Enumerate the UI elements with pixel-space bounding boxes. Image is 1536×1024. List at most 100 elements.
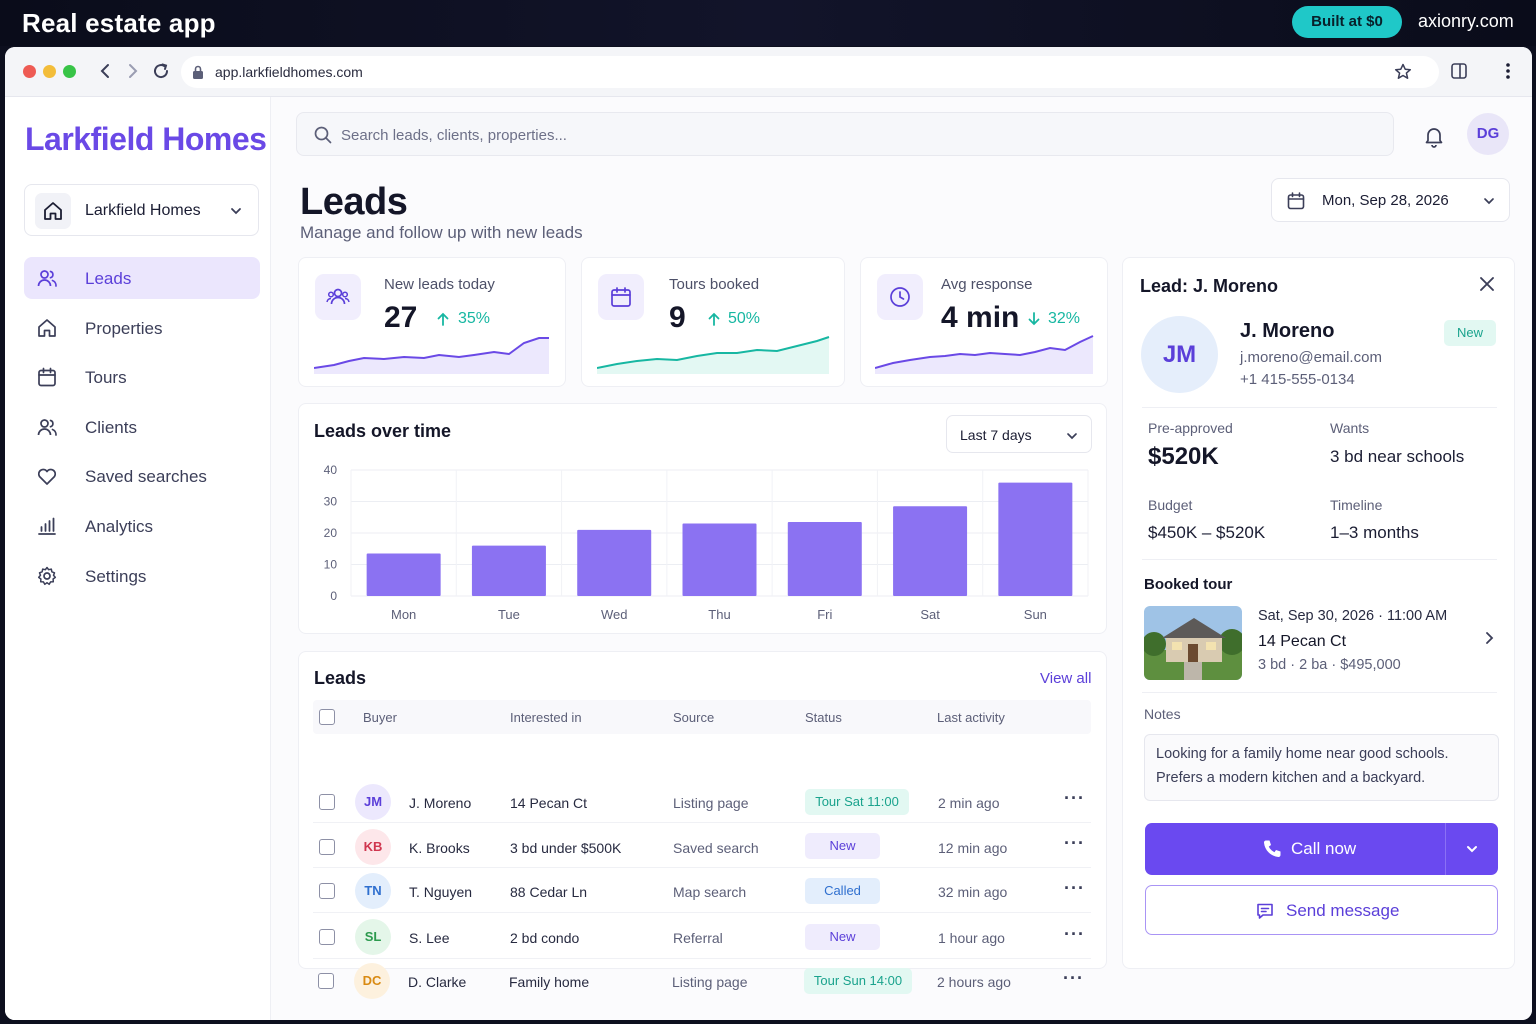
status-badge: Tour Sun 14:00 — [804, 968, 912, 994]
sidebar-item-label: Clients — [85, 417, 137, 437]
stat-label: Avg response — [941, 276, 1033, 293]
brand-logo[interactable]: Larkfield Homes — [25, 121, 267, 157]
source: Map search — [673, 884, 747, 900]
status-badge: Called — [805, 878, 880, 904]
more-actions-icon[interactable]: ··· — [1063, 968, 1084, 988]
sparkline-tours-booked — [597, 336, 830, 374]
chart-title: Leads over time — [314, 421, 452, 441]
column-header-last-activity[interactable]: Last activity — [937, 710, 1005, 725]
column-header-status[interactable]: Status — [805, 710, 842, 725]
forward-icon[interactable] — [122, 60, 144, 82]
chevron-right-icon — [1486, 632, 1494, 644]
bell-icon[interactable] — [1422, 124, 1446, 148]
lead-phone[interactable]: +1 415-555-0134 — [1240, 371, 1355, 388]
search-bar[interactable] — [296, 112, 1394, 156]
x-tick-label: Fri — [817, 607, 832, 622]
table-header-row — [313, 700, 1091, 734]
preapproved-value: $520K — [1148, 443, 1219, 470]
preapproved-label: Pre-approved — [1148, 420, 1233, 436]
close-icon[interactable] — [1478, 275, 1496, 293]
row-divider — [313, 867, 1091, 868]
lead-detail-panel: Lead: J. Moreno JM J. Moreno New j.moren… — [1122, 257, 1515, 969]
more-actions-icon[interactable]: ··· — [1064, 878, 1085, 898]
divider — [1142, 692, 1497, 693]
lead-avatar: JM — [1141, 316, 1218, 393]
stat-value: 9 — [669, 301, 686, 334]
sidepanel-icon[interactable] — [1449, 61, 1469, 81]
bar-mon — [366, 553, 441, 596]
call-options-button[interactable] — [1446, 823, 1498, 875]
sidebar-item-saved-searches[interactable]: Saved searches — [24, 455, 260, 497]
call-now-button[interactable]: Call now — [1145, 823, 1445, 875]
sidebar-item-label: Settings — [85, 566, 147, 586]
range-select[interactable]: Last 7 days — [946, 415, 1092, 453]
row-divider — [313, 822, 1091, 823]
home-icon — [38, 318, 56, 337]
close-window-dot[interactable] — [23, 65, 36, 78]
browser-menu-icon[interactable] — [1498, 61, 1518, 81]
address-bar[interactable]: app.larkfieldhomes.com — [181, 56, 1439, 88]
tour-datetime: Sat, Sep 30, 2026 · 11:00 AM — [1258, 608, 1448, 624]
sidebar-item-tours[interactable]: Tours — [24, 356, 260, 398]
org-home-badge — [35, 193, 71, 229]
column-header-buyer[interactable]: Buyer — [363, 710, 397, 725]
phone-icon — [1263, 840, 1281, 858]
view-all-link[interactable]: View all — [1040, 670, 1092, 687]
search-input[interactable] — [341, 122, 1241, 148]
row-checkbox[interactable] — [319, 929, 335, 945]
search-icon — [314, 126, 332, 144]
maximize-window-dot[interactable] — [63, 65, 76, 78]
bar-sat — [893, 506, 968, 596]
bar-thu — [682, 523, 757, 596]
x-tick-label: Mon — [391, 607, 416, 622]
select-all-checkbox[interactable] — [319, 709, 335, 725]
sidebar-item-label: Saved searches — [85, 467, 207, 487]
interest: Family home — [509, 974, 590, 990]
user-avatar[interactable]: DG — [1467, 113, 1509, 155]
more-actions-icon[interactable]: ··· — [1064, 924, 1085, 944]
column-header-source[interactable]: Source — [673, 710, 715, 725]
stat-card-new-leads: New leads today 27 35% — [298, 257, 566, 387]
x-tick-label: Sat — [920, 607, 940, 622]
row-checkbox[interactable] — [318, 973, 334, 989]
date-picker[interactable]: Mon, Sep 28, 2026 — [1271, 178, 1510, 222]
sidebar-item-settings[interactable]: Settings — [24, 555, 260, 597]
notes-line: Prefers a modern kitchen and a backyard. — [1156, 770, 1426, 786]
lead-name: J. Moreno — [1240, 320, 1335, 342]
stat-card-tours-booked: Tours booked 9 50% — [581, 257, 845, 387]
row-checkbox[interactable] — [319, 794, 335, 810]
organization-select[interactable]: Larkfield Homes — [24, 184, 259, 236]
notes-label: Notes — [1144, 706, 1181, 722]
lead-email[interactable]: j.moreno@email.com — [1240, 349, 1382, 366]
send-message-button[interactable]: Send message — [1145, 885, 1498, 935]
more-actions-icon[interactable]: ··· — [1064, 788, 1085, 808]
bar-wed — [577, 529, 652, 596]
reload-icon[interactable] — [150, 60, 172, 82]
more-actions-icon[interactable]: ··· — [1064, 833, 1085, 853]
sidebar-item-leads[interactable]: Leads — [24, 257, 260, 299]
row-checkbox[interactable] — [319, 883, 335, 899]
back-icon[interactable] — [94, 60, 116, 82]
sidebar-item-clients[interactable]: Clients — [24, 406, 260, 448]
banner-title: Real estate app — [22, 8, 216, 38]
status-badge: New — [805, 924, 880, 950]
bar-fri — [787, 521, 862, 596]
divider — [1142, 407, 1497, 408]
avatar: DC — [354, 963, 390, 999]
wants-value: 3 bd near schools — [1330, 447, 1465, 466]
chevron-down-icon — [1067, 433, 1077, 440]
users-icon — [326, 288, 350, 305]
leads-bar-chart: 40 30 20 10 0 Mon Tue Wed Thu Fri Sat Sun — [324, 463, 1089, 622]
stat-value: 4 min — [941, 301, 1020, 334]
interest: 88 Cedar Ln — [510, 884, 588, 900]
bookmark-star-icon[interactable] — [1393, 62, 1413, 82]
sidebar-item-properties[interactable]: Properties — [24, 307, 260, 349]
notes-box[interactable]: Looking for a family home near good scho… — [1144, 734, 1499, 801]
sidebar-item-analytics[interactable]: Analytics — [24, 505, 260, 547]
chevron-down-icon — [231, 208, 241, 215]
row-checkbox[interactable] — [319, 839, 335, 855]
minimize-window-dot[interactable] — [43, 65, 56, 78]
column-header-interested-in[interactable]: Interested in — [510, 710, 582, 725]
y-tick-label: 40 — [324, 463, 338, 477]
sidebar-nav: Leads Properties Tours Clients Saved sea… — [24, 257, 260, 604]
